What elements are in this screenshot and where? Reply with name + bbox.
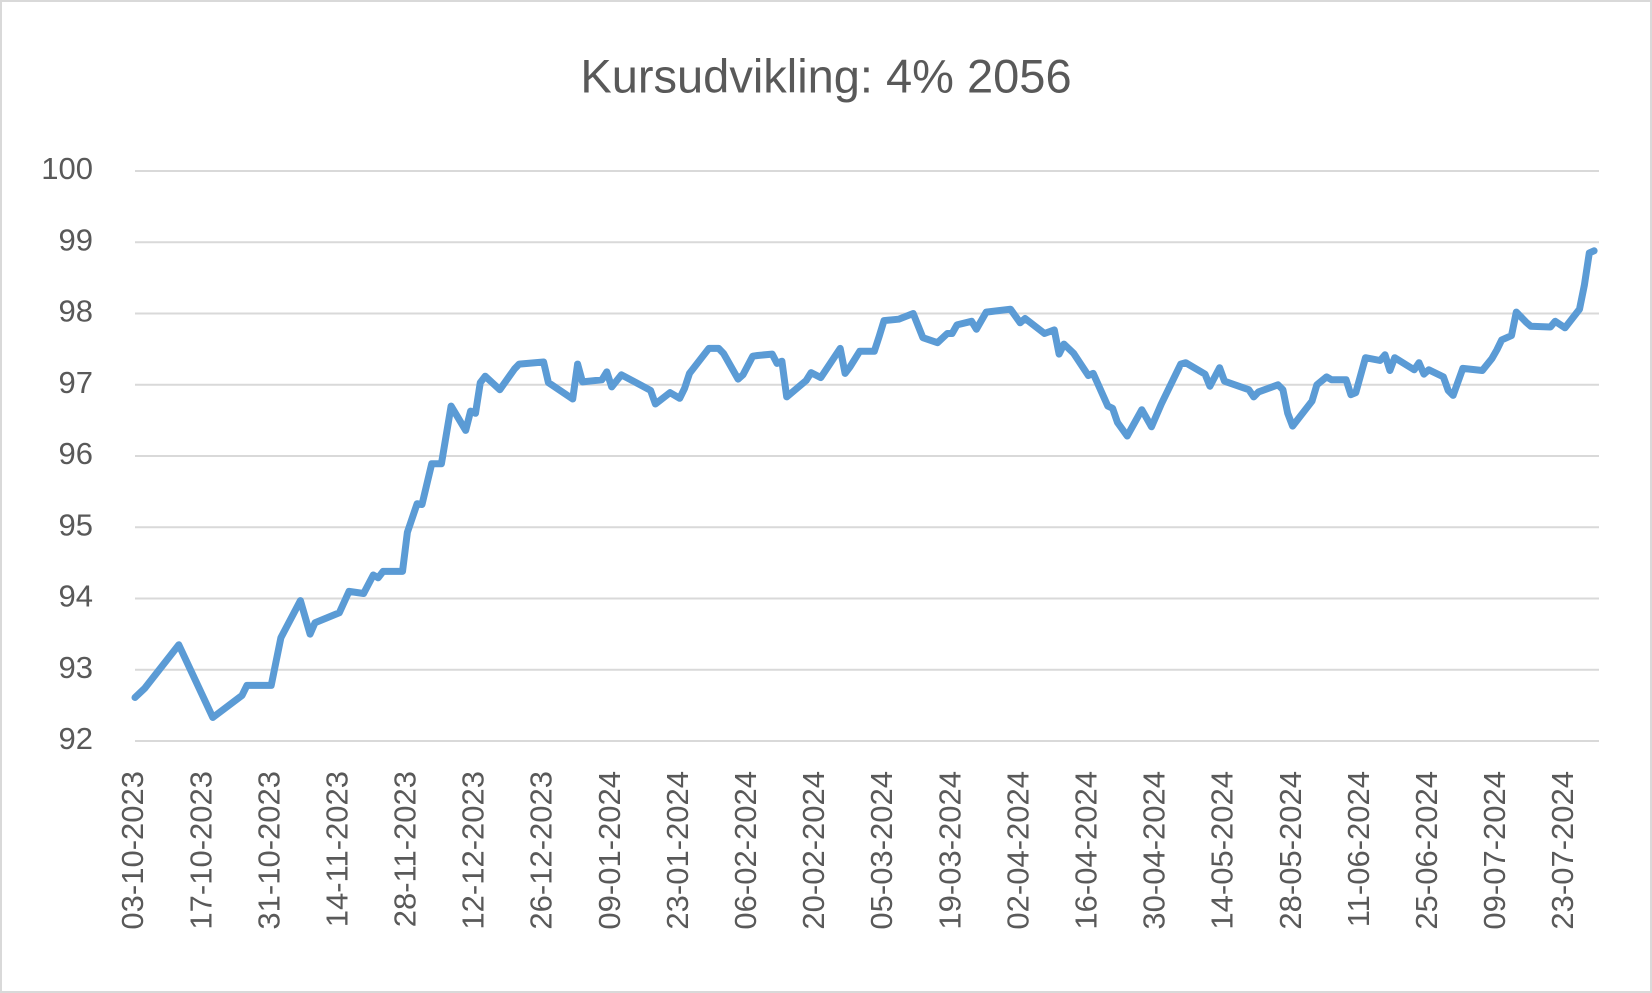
x-tick-label: 12-12-2023 [456,771,491,930]
x-tick-label: 19-03-2024 [932,771,967,930]
y-tick-label: 99 [59,222,93,257]
y-tick-label: 95 [59,507,93,542]
x-tick-label: 16-04-2024 [1068,771,1103,930]
x-tick-label: 14-11-2023 [319,771,354,927]
x-tick-label: 30-04-2024 [1137,771,1172,930]
x-tick-label: 09-01-2024 [592,771,627,930]
x-tick-label: 03-10-2023 [115,771,150,930]
x-tick-label: 05-03-2024 [864,771,899,930]
y-tick-label: 93 [59,650,93,685]
x-tick-label: 02-04-2024 [1000,771,1035,930]
x-tick-label: 09-07-2024 [1477,771,1512,930]
y-tick-label: 98 [59,294,93,329]
x-tick-label: 11-06-2024 [1341,771,1376,927]
x-tick-label: 28-05-2024 [1273,771,1308,930]
chart-title: Kursudvikling: 4% 2056 [580,49,1071,102]
x-tick-label: 23-07-2024 [1545,771,1580,930]
x-tick-label: 26-12-2023 [524,771,559,930]
x-tick-label: 20-02-2024 [796,771,831,930]
y-tick-label: 100 [41,151,93,186]
price-line [131,247,1598,721]
x-tick-label: 28-11-2023 [388,771,423,927]
y-tick-label: 92 [59,721,93,756]
x-tick-label: 17-10-2023 [183,771,218,930]
y-tick-label: 96 [59,436,93,471]
x-tick-label: 31-10-2023 [251,771,286,930]
y-tick-label: 97 [59,365,93,400]
x-tick-label: 06-02-2024 [728,771,763,930]
y-tick-label: 94 [59,579,93,614]
x-tick-label: 14-05-2024 [1205,771,1240,930]
x-tick-label: 25-06-2024 [1409,771,1444,930]
x-tick-label: 23-01-2024 [660,771,695,930]
